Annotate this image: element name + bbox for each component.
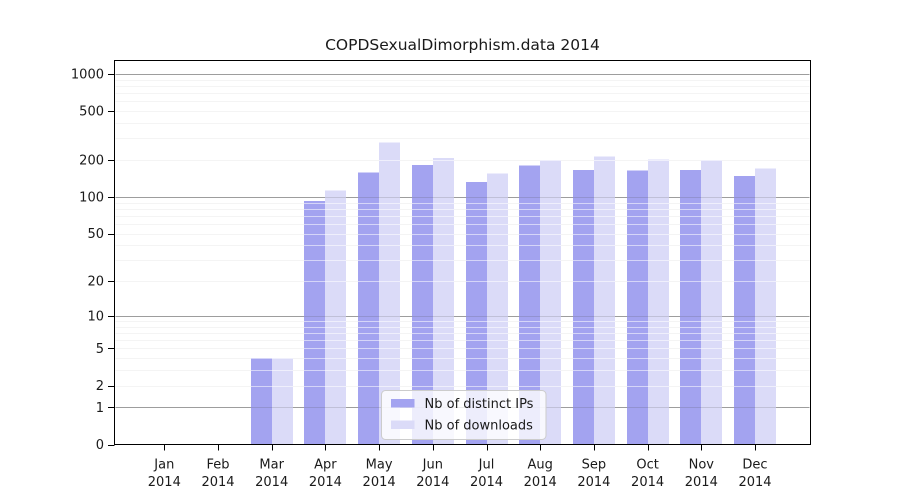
- gridlines-overlay: [115, 74, 810, 408]
- x-tick-label-year: 2014: [416, 475, 449, 490]
- bar-downloads-mar: [272, 358, 293, 445]
- x-tick-label-year: 2014: [524, 475, 557, 490]
- y-tick-label: 500: [79, 105, 104, 120]
- legend-label-distinct-ips: Nb of distinct IPs: [425, 397, 534, 412]
- bar-groups: [251, 142, 776, 445]
- bar-distinct-ips-aug: [519, 165, 540, 445]
- bar-downloads-sep: [594, 156, 615, 445]
- x-tick-label-month: Jan: [153, 458, 174, 473]
- bar-downloads-aug: [540, 160, 561, 445]
- y-tick-label: 10: [87, 309, 104, 324]
- bar-downloads-may: [379, 142, 400, 445]
- y-tick-label: 0: [96, 438, 104, 453]
- bar-distinct-ips-may: [358, 172, 379, 445]
- x-tick-label-year: 2014: [363, 475, 396, 490]
- y-tick-label: 1: [96, 401, 104, 416]
- y-tick-label: 1000: [71, 67, 104, 82]
- bar-downloads-dec: [755, 168, 776, 445]
- legend-swatch-downloads-icon: [391, 420, 415, 429]
- plot-frame: [114, 60, 811, 445]
- x-tick-label-year: 2014: [201, 475, 234, 490]
- y-tick-label: 20: [87, 275, 104, 290]
- bar-distinct-ips-sep: [573, 169, 594, 445]
- x-tick-label-month: Feb: [206, 458, 229, 473]
- x-tick-label-year: 2014: [309, 475, 342, 490]
- x-tick-label-year: 2014: [738, 475, 771, 490]
- x-tick-label-month: Apr: [314, 458, 337, 473]
- legend-label-downloads: Nb of downloads: [425, 419, 534, 434]
- x-tick-label-month: Aug: [528, 458, 553, 473]
- x-tick-label-month: Dec: [742, 458, 767, 473]
- y-tick-label: 5: [96, 342, 104, 357]
- bar-downloads-jul: [487, 173, 508, 445]
- x-tick-label-month: Jun: [422, 458, 443, 473]
- x-tick-label-month: Oct: [636, 458, 658, 473]
- legend-box: [381, 390, 547, 440]
- bar-downloads-oct: [648, 159, 669, 445]
- x-tick-label-year: 2014: [470, 475, 503, 490]
- bar-distinct-ips-apr: [304, 200, 325, 445]
- bar-distinct-ips-dec: [734, 175, 755, 445]
- chart-title: COPDSexualDimorphism.data 2014: [325, 36, 600, 54]
- x-tick-label-month: Mar: [259, 458, 284, 473]
- x-tick-label-year: 2014: [148, 475, 181, 490]
- x-tick-label-month: Sep: [582, 458, 607, 473]
- bar-distinct-ips-jul: [466, 181, 487, 445]
- y-tick-label: 200: [79, 154, 104, 169]
- x-tick-label-year: 2014: [255, 475, 288, 490]
- x-tick-label-year: 2014: [685, 475, 718, 490]
- legend: Nb of distinct IPs Nb of downloads: [381, 390, 547, 440]
- x-tick-label-month: Nov: [689, 458, 715, 473]
- y-tick-label: 50: [87, 227, 104, 242]
- bar-distinct-ips-nov: [680, 169, 701, 445]
- x-tick-label-year: 2014: [631, 475, 664, 490]
- legend-swatch-distinct-ips-icon: [391, 399, 415, 408]
- axis-ticks-and-labels: 10005002001005020105210Jan2014Feb2014Mar…: [71, 67, 772, 490]
- bar-downloads-nov: [701, 159, 722, 445]
- x-tick-label-month: Jul: [478, 458, 495, 473]
- x-tick-label-month: May: [366, 458, 393, 473]
- bar-distinct-ips-mar: [251, 358, 272, 445]
- y-tick-label: 2: [96, 379, 104, 394]
- bar-downloads-jun: [433, 158, 454, 445]
- bar-distinct-ips-oct: [627, 170, 648, 445]
- bar-downloads-apr: [325, 190, 346, 445]
- x-tick-label-year: 2014: [577, 475, 610, 490]
- y-tick-label: 100: [79, 190, 104, 205]
